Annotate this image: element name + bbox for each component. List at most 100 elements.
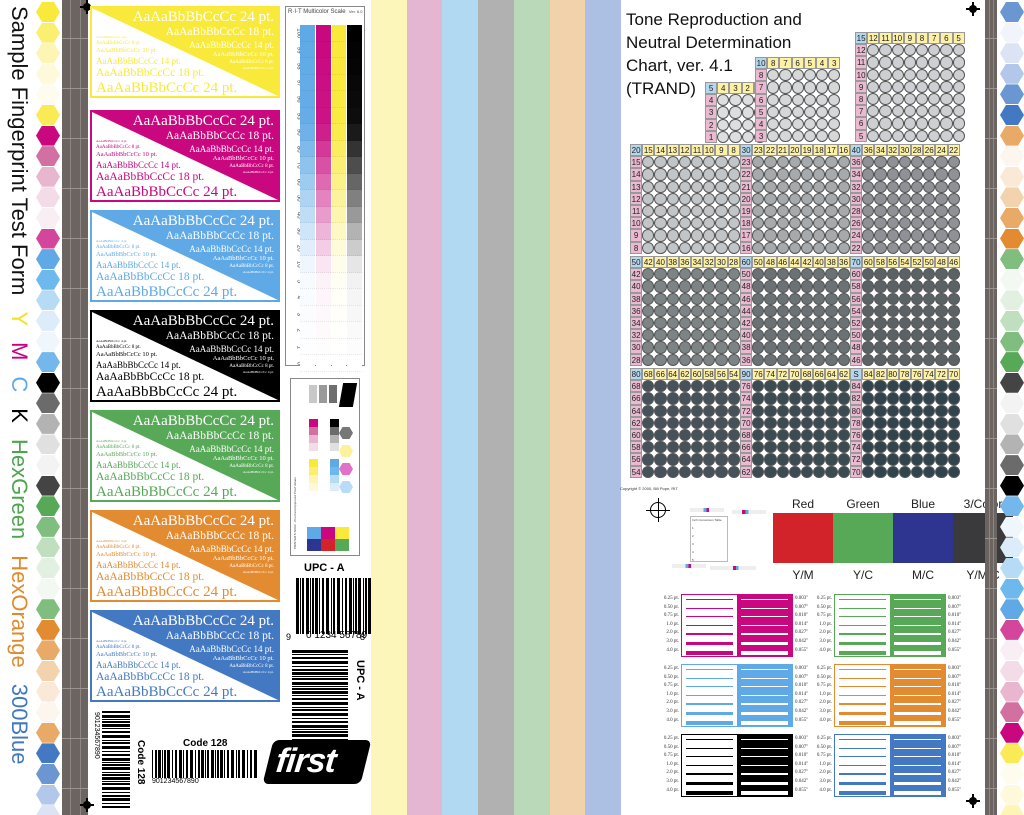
trand-dot <box>813 241 826 254</box>
trand-dot <box>825 241 838 254</box>
trand-dot <box>767 93 780 106</box>
trand-dot <box>923 353 936 366</box>
hex-swatch <box>36 290 60 311</box>
trand-row: 74 <box>740 392 850 405</box>
trand-dot <box>741 106 754 119</box>
trand-dot <box>642 156 655 169</box>
trand-dot <box>703 292 716 305</box>
trand-dot <box>690 353 704 366</box>
line-width-label: 0.25 pt. <box>663 596 679 601</box>
specimen-line: AaAaBbBbCcCc 18 pt. <box>165 26 274 38</box>
hex-swatch <box>1000 63 1024 84</box>
trand-dot <box>800 392 814 405</box>
line-width-reverse <box>890 665 945 726</box>
trand-header-row: 60 50 48 46 44 42 40 38 36 <box>740 256 850 269</box>
line-width-card-cyan: 0.25 pt. 0.003" 0.50 pt. 0.007" 0.75 pt. 0.01… <box>645 664 811 727</box>
trand-dot <box>715 204 728 218</box>
specimen-line: AaAaBbBbCcCc 14 pt. <box>96 159 181 170</box>
line-width-value: 0.010" <box>795 753 809 759</box>
trand-dot <box>654 268 667 281</box>
trand-dot <box>910 168 924 181</box>
specimen-line: AaAaBbBbCcCc 18 pt. <box>165 230 274 242</box>
trand-col-label: 38 <box>666 256 679 269</box>
line-width-value: 0.055" <box>795 787 809 793</box>
trand-dot <box>886 168 899 181</box>
line-width-reverse <box>737 735 792 796</box>
trand-row: 80 <box>850 404 960 417</box>
line-width-value: 0.014" <box>948 621 962 627</box>
trand-dot <box>715 329 728 342</box>
trand-row-label: 6 <box>755 93 768 106</box>
trand-dot <box>825 217 838 230</box>
hex-swatch <box>1000 578 1024 599</box>
rit-column-magenta <box>315 25 331 372</box>
trand-dot <box>947 380 960 393</box>
trand-dot <box>952 68 965 81</box>
trand-row-label: 48 <box>740 280 753 293</box>
trand-dot <box>764 380 777 393</box>
trand-dot <box>764 280 777 293</box>
trand-col-label: 15 <box>642 144 655 157</box>
hex-swatch <box>1000 722 1024 743</box>
specimen-line: AaAaBbBbCcCc 4 pt. <box>96 438 128 443</box>
trand-dot <box>729 130 742 143</box>
trand-dot <box>741 118 754 131</box>
form-title-part: M <box>7 342 32 361</box>
trand-row-label: 68 <box>740 428 753 442</box>
trand-dot <box>752 380 765 393</box>
trand-dot <box>752 353 765 366</box>
trand-dot <box>825 168 838 181</box>
specimen-line: AaAaBbBbCcCc 18 pt. <box>96 470 205 483</box>
trand-dot <box>690 292 704 305</box>
trand-dot <box>666 465 679 478</box>
trand-corner-label: 90 <box>740 368 753 381</box>
trand-col-label: 64 <box>825 368 838 381</box>
hex-swatch <box>1000 496 1024 517</box>
trand-row-label: 62 <box>740 465 753 478</box>
trand-dot <box>803 105 816 118</box>
trand-dot <box>776 156 789 169</box>
trand-block-70: 70 60 58 56 54 52 50 48 46 60 58 56 54 52 50 48 46 <box>850 256 960 366</box>
trand-dot <box>813 453 826 466</box>
trand-dot <box>952 117 965 130</box>
trand-dot <box>727 441 740 454</box>
trand-dot <box>666 380 679 393</box>
trand-row: 58 <box>850 280 960 293</box>
trand-row: 76 <box>740 380 850 393</box>
trand-col-label: 76 <box>752 368 765 381</box>
form-title-part: Y <box>7 311 32 327</box>
trand-col-label: 42 <box>800 256 814 269</box>
trand-dot <box>752 229 765 242</box>
trand-dot <box>910 428 924 442</box>
trand-dot <box>935 329 948 342</box>
trand-dot <box>764 465 777 478</box>
trand-dot <box>867 92 880 106</box>
trand-dot <box>928 68 941 81</box>
trand-dot <box>862 229 875 242</box>
trand-col-label: 12 <box>867 32 880 45</box>
trand-row-label: 56 <box>850 292 863 305</box>
hex-swatch <box>1000 22 1024 43</box>
trand-dot <box>879 117 892 130</box>
line-width-value: 0.007" <box>795 604 809 610</box>
trand-row-label: 15 <box>630 156 643 169</box>
trand-dot <box>800 268 814 281</box>
trand-dot <box>776 180 789 193</box>
trand-dot <box>776 392 789 405</box>
trand-dot <box>898 268 911 281</box>
line-width-card-green: 0.25 pt. 0.003" 0.50 pt. 0.007" 0.75 pt. 0.01… <box>798 594 964 657</box>
trand-col-label: 70 <box>947 368 960 381</box>
trand-dot <box>690 341 704 354</box>
line-width-value: 0.055" <box>948 647 962 653</box>
line-width-label: 3.0 pt. <box>819 639 832 644</box>
trand-dot <box>879 80 892 93</box>
trand-dot <box>767 105 780 118</box>
specimen-line: AaAaBbBbCcCc 10 pt. <box>212 454 274 462</box>
trand-dot <box>923 280 936 293</box>
trand-corner-label: 40 <box>850 144 863 157</box>
trand-dot <box>788 380 801 393</box>
trand-dot <box>764 192 777 205</box>
trand-title-line: Neutral Determination <box>626 33 792 52</box>
trand-dot <box>703 304 716 317</box>
trand-dot <box>813 229 826 242</box>
